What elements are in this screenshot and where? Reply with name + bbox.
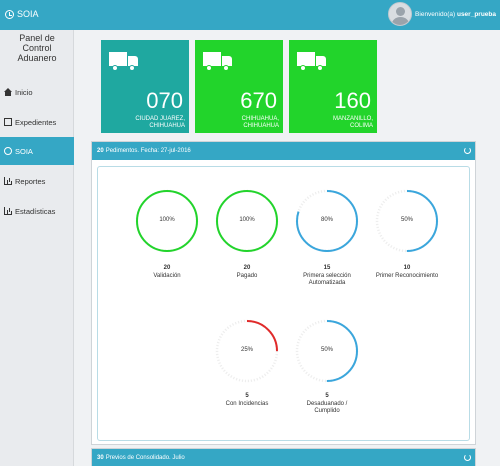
gauge-caption: 5 Con Incidencias xyxy=(202,393,292,408)
gauge-percent: 80% xyxy=(320,217,333,223)
gauge: 50% xyxy=(375,189,439,253)
gauge-count: 5 xyxy=(245,393,249,399)
truck-icon xyxy=(297,52,327,72)
panel-title: Previos de Consolidado. Julio xyxy=(105,455,185,461)
previos-count: 30 xyxy=(97,455,104,461)
clock-icon xyxy=(4,147,12,155)
gauge-caption: 10 Primer Reconocimiento xyxy=(362,265,452,280)
app-title: SOIA xyxy=(17,9,39,19)
gauge-percent: 50% xyxy=(400,217,413,223)
gauge-percent: 25% xyxy=(240,347,253,353)
tile-location: CIUDAD JUAREZ, CHIHUAHUA xyxy=(135,116,185,129)
greeting-text: Bienvenido(a) xyxy=(415,10,456,18)
gauge-label: Primer Reconocimiento xyxy=(375,272,439,279)
gauge: 25% xyxy=(215,319,279,383)
gauge-percent: 100% xyxy=(159,217,175,223)
top-bar: SOIA Bienvenido(a) user_prueba xyxy=(0,0,500,30)
gauge-arc xyxy=(296,320,358,382)
customs-tile[interactable]: 160 MANZANILLO, COLIMA xyxy=(289,40,377,133)
sidebar-item-estadisticas[interactable]: Estadísticas xyxy=(0,197,74,225)
gauge-label: Desaduanado / Cumplido xyxy=(306,400,348,415)
sidebar-item-label: Reportes xyxy=(15,176,46,186)
gauge-label: Validación xyxy=(153,272,181,279)
bar-chart-icon xyxy=(4,207,12,215)
truck-icon xyxy=(203,52,233,72)
user-menu[interactable]: Bienvenido(a) user_prueba xyxy=(388,2,496,26)
gauge: 100% xyxy=(215,189,279,253)
tile-number: 160 xyxy=(334,88,371,113)
tile-number: 070 xyxy=(146,88,183,113)
tile-location: MANZANILLO, COLIMA xyxy=(332,116,373,129)
gauge-percent: 50% xyxy=(320,347,333,353)
clock-icon xyxy=(5,9,14,19)
gauge-arc xyxy=(296,190,358,252)
sidebar: Panel de Control Aduanero Inicio Expedie… xyxy=(0,30,74,466)
gauge-arc xyxy=(376,190,438,252)
gauge-caption: 5 Desaduanado / Cumplido xyxy=(282,393,372,416)
sidebar-item-expedientes[interactable]: Expedientes xyxy=(0,108,74,136)
pedimentos-panel: 20 Pedimentos. Fecha: 27-jul-2016 100% 2… xyxy=(91,141,476,445)
sidebar-item-reportes[interactable]: Reportes xyxy=(0,167,74,195)
sidebar-item-label: Estadísticas xyxy=(15,206,56,216)
document-icon xyxy=(4,118,12,126)
gauge-count: 20 xyxy=(243,265,251,271)
gauge-caption: 20 Pagado xyxy=(202,265,292,280)
app-brand[interactable]: SOIA xyxy=(5,9,39,19)
gauge: 50% xyxy=(295,319,359,383)
panel-header: 30 Previos de Consolidado. Julio xyxy=(92,449,475,466)
gauge-count: 10 xyxy=(403,265,411,271)
gauge-caption: 15 Primera selección Automatizada xyxy=(282,265,372,288)
sidebar-item-label: SOIA xyxy=(15,146,33,156)
avatar[interactable] xyxy=(388,2,413,26)
gauge-arc xyxy=(216,320,278,382)
gauge-label: Pagado xyxy=(236,272,258,279)
gauge: 100% xyxy=(135,189,199,253)
user-name: user_prueba xyxy=(456,10,496,18)
panel-title: Pedimentos. Fecha: 27-jul-2016 xyxy=(105,148,191,154)
sidebar-title: Panel de Control Aduanero xyxy=(17,33,57,63)
sidebar-item-inicio[interactable]: Inicio xyxy=(0,78,74,106)
tile-number: 670 xyxy=(240,88,277,113)
pedimentos-count: 20 xyxy=(97,148,104,154)
tile-location: CHIHUAHUA, CHIHUAHUA xyxy=(241,116,279,129)
bar-chart-icon xyxy=(4,177,12,185)
refresh-icon[interactable] xyxy=(464,147,471,154)
gauge-label: Primera selección Automatizada xyxy=(303,272,351,287)
truck-icon xyxy=(109,52,139,72)
gauge-arc xyxy=(136,190,198,252)
gauge-count: 5 xyxy=(325,393,329,399)
customs-tile[interactable]: 070 CIUDAD JUAREZ, CHIHUAHUA xyxy=(101,40,189,133)
gauge-arc xyxy=(216,190,278,252)
sidebar-item-soia[interactable]: SOIA xyxy=(0,137,74,165)
gauge-label: Con Incidencias xyxy=(225,400,269,407)
gauge-percent: 100% xyxy=(239,217,255,223)
customs-tile[interactable]: 670 CHIHUAHUA, CHIHUAHUA xyxy=(195,40,283,133)
home-icon xyxy=(4,88,12,96)
gauge: 80% xyxy=(295,189,359,253)
sidebar-item-label: Expedientes xyxy=(15,117,57,127)
gauge-count: 15 xyxy=(323,265,331,271)
gauges-area: 100% 20 Validación 100% 20 Pagado 80% 15 Pr… xyxy=(97,166,470,441)
sidebar-item-label: Inicio xyxy=(15,87,33,97)
panel-header: 20 Pedimentos. Fecha: 27-jul-2016 xyxy=(92,142,475,160)
refresh-icon[interactable] xyxy=(464,454,471,461)
gauge-caption: 20 Validación xyxy=(122,265,212,280)
previos-panel: 30 Previos de Consolidado. Julio xyxy=(91,448,476,466)
gauge-count: 20 xyxy=(163,265,171,271)
